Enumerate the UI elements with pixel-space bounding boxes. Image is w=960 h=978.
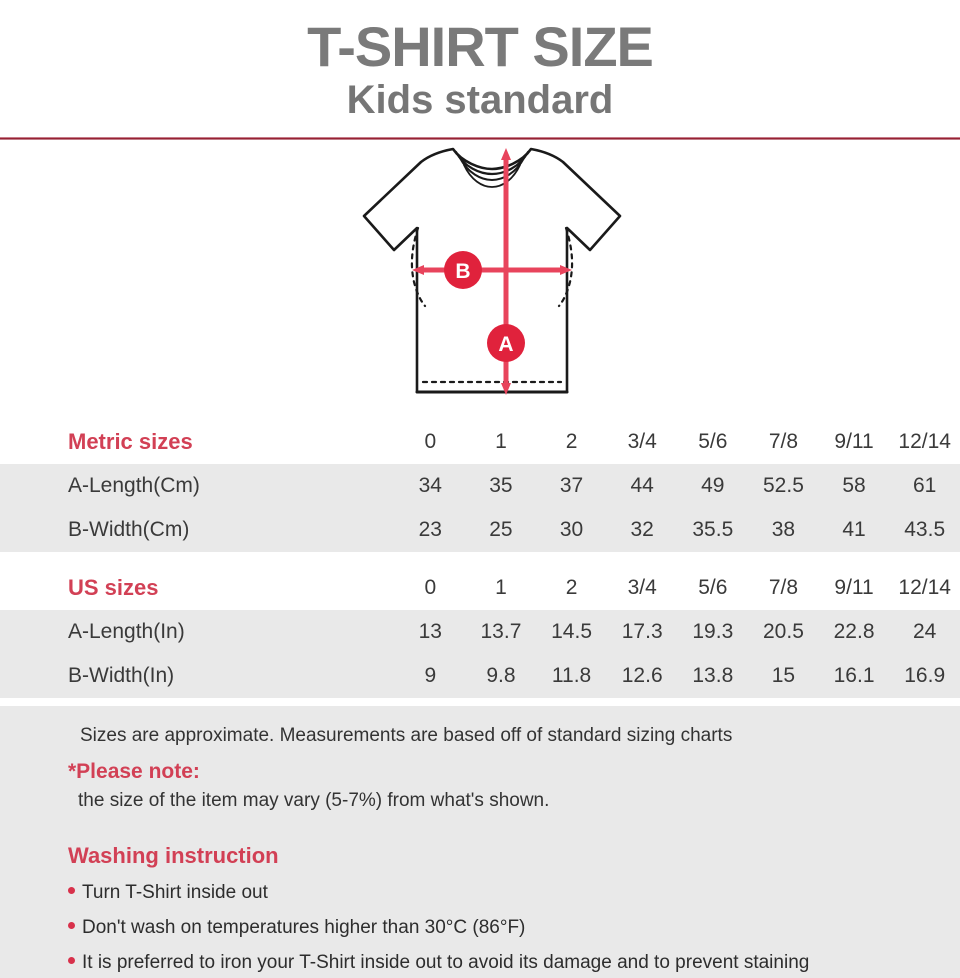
us-length-4: 19.3 xyxy=(692,620,734,644)
washing-item-text: Turn T-Shirt inside out xyxy=(82,881,268,903)
metric-size-5: 7/8 xyxy=(768,430,799,454)
us-length-0: 13 xyxy=(418,620,442,644)
badge-b-circle: B xyxy=(444,251,482,290)
us-width-7: 16.9 xyxy=(904,664,946,688)
us-width-2: 11.8 xyxy=(551,664,592,688)
us-width-4: 13.8 xyxy=(692,664,734,688)
us-header-row: US sizes 0 1 2 3/4 5/6 7/8 9/11 12/14 xyxy=(0,566,960,611)
badge-b-label: B xyxy=(455,260,470,283)
table-row: B-Width(Cm) 23 25 30 32 35.5 38 41 43.5 xyxy=(0,508,960,553)
metric-width-2: 30 xyxy=(559,518,584,542)
metric-length-2: 37 xyxy=(559,474,584,498)
us-length-2: 14.5 xyxy=(551,620,592,644)
us-size-2: 2 xyxy=(565,576,578,600)
metric-size-6: 9/11 xyxy=(834,430,874,454)
us-width-1: 9.8 xyxy=(486,664,516,688)
bullet-icon xyxy=(68,886,75,894)
us-width-3: 12.6 xyxy=(621,664,663,688)
metric-length-4: 49 xyxy=(701,474,725,498)
metric-width-6: 41 xyxy=(842,518,866,542)
metric-size-columns: 0 1 2 3/4 5/6 7/8 9/11 12/14 xyxy=(395,420,960,464)
list-item: Don't wash on temperatures higher than 3… xyxy=(0,913,960,942)
us-length-values: 13 13.7 14.5 17.3 19.3 20.5 22.8 24 xyxy=(395,610,960,654)
washing-item-text: Don't wash on temperatures higher than 3… xyxy=(82,917,526,939)
us-width-5: 15 xyxy=(771,664,796,688)
table-row: A-Length(Cm) 34 35 37 44 49 52.5 58 61 xyxy=(0,464,960,509)
us-length-6: 22.8 xyxy=(833,620,875,644)
list-item: Turn T-Shirt inside out xyxy=(0,878,960,907)
metric-header-row: Metric sizes 0 1 2 3/4 5/6 7/8 9/11 12/1… xyxy=(0,420,960,465)
us-size-table: US sizes 0 1 2 3/4 5/6 7/8 9/11 12/14 A-… xyxy=(0,566,960,699)
metric-header-label: Metric sizes xyxy=(68,429,193,455)
metric-row-label-width: B-Width(Cm) xyxy=(68,518,190,542)
metric-length-0: 34 xyxy=(418,474,442,498)
list-item: It is preferred to iron your T-Shirt ins… xyxy=(0,948,960,977)
us-length-1: 13.7 xyxy=(480,620,522,644)
bullet-icon xyxy=(68,922,75,930)
us-length-3: 17.3 xyxy=(621,620,663,644)
metric-size-3: 3/4 xyxy=(627,430,657,454)
metric-size-1: 1 xyxy=(495,430,507,454)
tshirt-diagram: B A xyxy=(0,140,960,421)
badge-a-label: A xyxy=(498,333,513,356)
metric-size-4: 5/6 xyxy=(698,430,728,454)
metric-length-1: 35 xyxy=(489,474,513,498)
table-gap xyxy=(0,552,960,567)
us-size-columns: 0 1 2 3/4 5/6 7/8 9/11 12/14 xyxy=(395,566,960,610)
metric-width-0: 23 xyxy=(418,518,442,542)
us-size-3: 3/4 xyxy=(627,576,657,600)
note-please-body: the size of the item may vary (5-7%) fro… xyxy=(78,790,550,812)
us-size-6: 9/11 xyxy=(834,576,874,600)
washing-item-text: It is preferred to iron your T-Shirt ins… xyxy=(82,952,810,974)
page-header: T-SHIRT SIZE Kids standard xyxy=(0,0,960,124)
washing-heading: Washing instruction xyxy=(68,842,279,868)
metric-length-5: 52.5 xyxy=(763,474,804,498)
us-size-4: 5/6 xyxy=(698,576,728,600)
us-length-7: 24 xyxy=(913,620,937,644)
metric-size-0: 0 xyxy=(424,430,437,454)
us-header-label: US sizes xyxy=(68,575,159,601)
metric-width-1: 25 xyxy=(489,518,513,542)
metric-width-7: 43.5 xyxy=(904,518,946,542)
page-subtitle: Kids standard xyxy=(346,78,614,123)
metric-size-7: 12/14 xyxy=(898,430,951,454)
us-size-0: 0 xyxy=(424,576,437,600)
header-divider xyxy=(0,137,960,141)
us-width-6: 16.1 xyxy=(833,664,875,688)
note-please-heading: *Please note: xyxy=(68,759,200,783)
notes-section: Sizes are approximate. Measurements are … xyxy=(0,706,960,978)
us-size-7: 12/14 xyxy=(898,576,951,600)
metric-length-values: 34 35 37 44 49 52.5 58 61 xyxy=(395,464,960,508)
metric-length-3: 44 xyxy=(630,474,654,498)
us-size-5: 7/8 xyxy=(768,576,799,600)
metric-size-2: 2 xyxy=(565,430,578,454)
metric-width-values: 23 25 30 32 35.5 38 41 43.5 xyxy=(395,508,960,552)
metric-row-label-length: A-Length(Cm) xyxy=(68,474,200,498)
badge-a-circle: A xyxy=(487,324,525,363)
metric-size-table: Metric sizes 0 1 2 3/4 5/6 7/8 9/11 12/1… xyxy=(0,420,960,553)
us-width-0: 9 xyxy=(424,664,437,688)
page-title: T-SHIRT SIZE xyxy=(307,15,654,78)
table-row: B-Width(In) 9 9.8 11.8 12.6 13.8 15 16.1… xyxy=(0,654,960,699)
us-row-label-length: A-Length(In) xyxy=(68,620,185,644)
notes-gap xyxy=(0,698,960,707)
metric-length-7: 61 xyxy=(913,474,937,498)
note-approximate: Sizes are approximate. Measurements are … xyxy=(80,725,733,747)
us-row-label-width: B-Width(In) xyxy=(68,664,175,688)
tshirt-illustration-svg: B A xyxy=(362,147,622,396)
us-size-1: 1 xyxy=(495,576,507,600)
metric-length-6: 58 xyxy=(842,474,866,498)
us-length-5: 20.5 xyxy=(763,620,804,644)
bullet-icon xyxy=(68,957,75,965)
measure-arrowheads xyxy=(412,148,572,396)
metric-width-5: 38 xyxy=(771,518,796,542)
table-row: A-Length(In) 13 13.7 14.5 17.3 19.3 20.5… xyxy=(0,610,960,655)
metric-width-3: 32 xyxy=(630,518,654,542)
us-width-values: 9 9.8 11.8 12.6 13.8 15 16.1 16.9 xyxy=(395,654,960,698)
metric-width-4: 35.5 xyxy=(692,518,734,542)
